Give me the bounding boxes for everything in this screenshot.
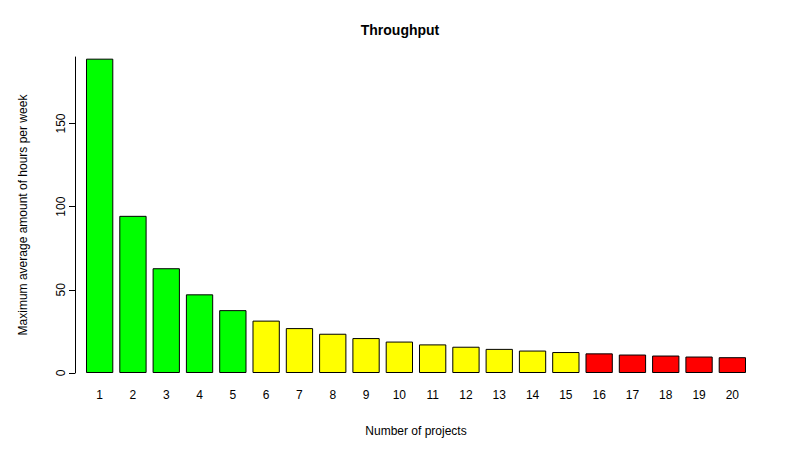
svg-text:18: 18 (659, 388, 673, 402)
svg-text:100: 100 (54, 196, 68, 216)
svg-text:Number of projects: Number of projects (365, 424, 466, 438)
svg-text:2: 2 (130, 388, 137, 402)
svg-text:19: 19 (692, 388, 706, 402)
svg-text:0: 0 (54, 369, 68, 376)
svg-text:150: 150 (54, 113, 68, 133)
svg-text:Maximum average amount of hour: Maximum average amount of hours per week (16, 94, 30, 336)
svg-text:50: 50 (54, 283, 68, 297)
svg-text:4: 4 (196, 388, 203, 402)
svg-text:14: 14 (526, 388, 540, 402)
svg-text:7: 7 (296, 388, 303, 402)
svg-text:11: 11 (426, 388, 439, 402)
svg-text:Throughput: Throughput (361, 22, 440, 38)
svg-text:15: 15 (559, 388, 573, 402)
svg-text:1: 1 (96, 388, 103, 402)
svg-text:10: 10 (393, 388, 407, 402)
svg-text:6: 6 (263, 388, 270, 402)
svg-text:13: 13 (493, 388, 507, 402)
svg-text:8: 8 (329, 388, 336, 402)
svg-text:5: 5 (230, 388, 237, 402)
svg-text:9: 9 (363, 388, 370, 402)
svg-text:16: 16 (592, 388, 606, 402)
svg-text:3: 3 (163, 388, 170, 402)
svg-text:20: 20 (726, 388, 740, 402)
svg-text:12: 12 (459, 388, 473, 402)
svg-text:17: 17 (626, 388, 640, 402)
